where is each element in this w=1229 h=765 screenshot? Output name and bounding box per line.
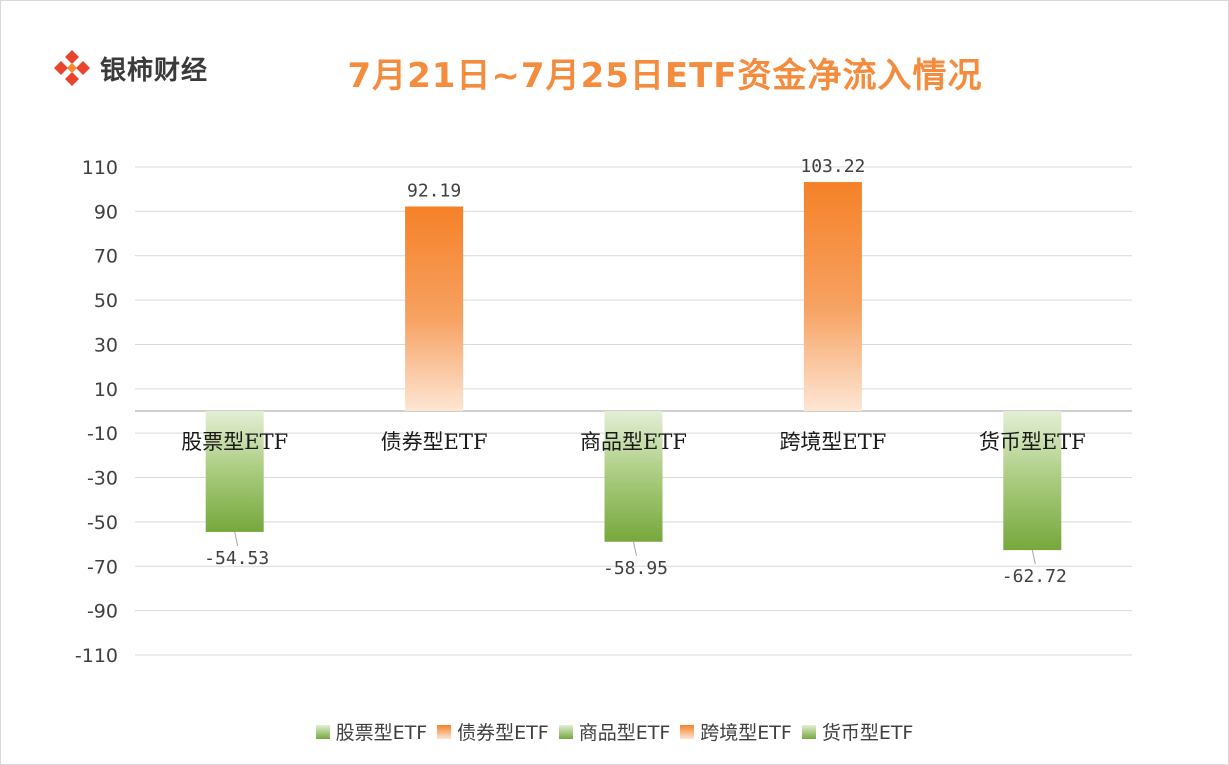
legend-item: 商品型ETF [558,718,671,745]
data-label: -54.53 [204,548,269,569]
legend-swatch [315,724,330,739]
legend-label: 债券型ETF [457,722,549,744]
y-tick-label: -90 [87,601,118,623]
data-label-leader [1031,550,1036,565]
legend-item: 货币型ETF [801,718,914,745]
chart-title: 7月21日~7月25日ETF资金净流入情况 [347,56,983,96]
data-label-leader [633,541,637,556]
bar [205,411,264,532]
data-label: 103.22 [800,156,865,177]
bar [1003,411,1062,551]
legend-item: 跨境型ETF [680,718,792,745]
data-label: 92.19 [407,181,461,202]
legend-item: 债券型ETF [437,718,549,745]
y-tick-label: -110 [75,645,118,667]
bar [604,411,663,542]
legend-item: 股票型ETF [315,718,428,745]
brand-logo-icon [54,50,90,86]
category-label: 跨境型ETF [779,430,886,454]
y-tick-label: -70 [87,556,118,578]
data-label-leader [234,531,239,547]
y-tick-label: 110 [82,157,118,179]
y-tick-label: 10 [94,379,118,401]
bar [803,182,862,411]
legend-swatch [558,724,573,739]
y-tick-label: -10 [87,423,118,445]
legend-label: 商品型ETF [578,722,671,744]
chart-legend: 股票型ETF 债券型ETF 商品型ETF 跨境型ETF 货币型ETF [0,718,1229,745]
brand-logo: 银柿财经 [52,48,208,88]
category-label: 商品型ETF [580,430,687,454]
y-tick-label: 70 [94,246,118,268]
y-tick-label: 50 [94,290,118,312]
legend-label: 跨境型ETF [700,722,792,744]
legend-label: 货币型ETF [821,722,914,744]
category-label: 股票型ETF [181,430,288,454]
legend-label: 股票型ETF [335,722,428,744]
legend-swatch [801,724,816,739]
bar [405,206,464,411]
legend-swatch [437,724,452,739]
legend-swatch [680,724,695,739]
category-label: 债券型ETF [381,430,488,454]
brand-name: 银柿财经 [100,55,209,86]
y-tick-label: -50 [87,512,118,534]
data-label: -62.72 [1002,566,1067,587]
data-label: -58.95 [603,558,668,579]
category-label: 货币型ETF [979,430,1086,454]
y-tick-label: -30 [87,468,118,490]
y-tick-label: 90 [94,201,118,223]
y-tick-label: 30 [94,334,118,356]
